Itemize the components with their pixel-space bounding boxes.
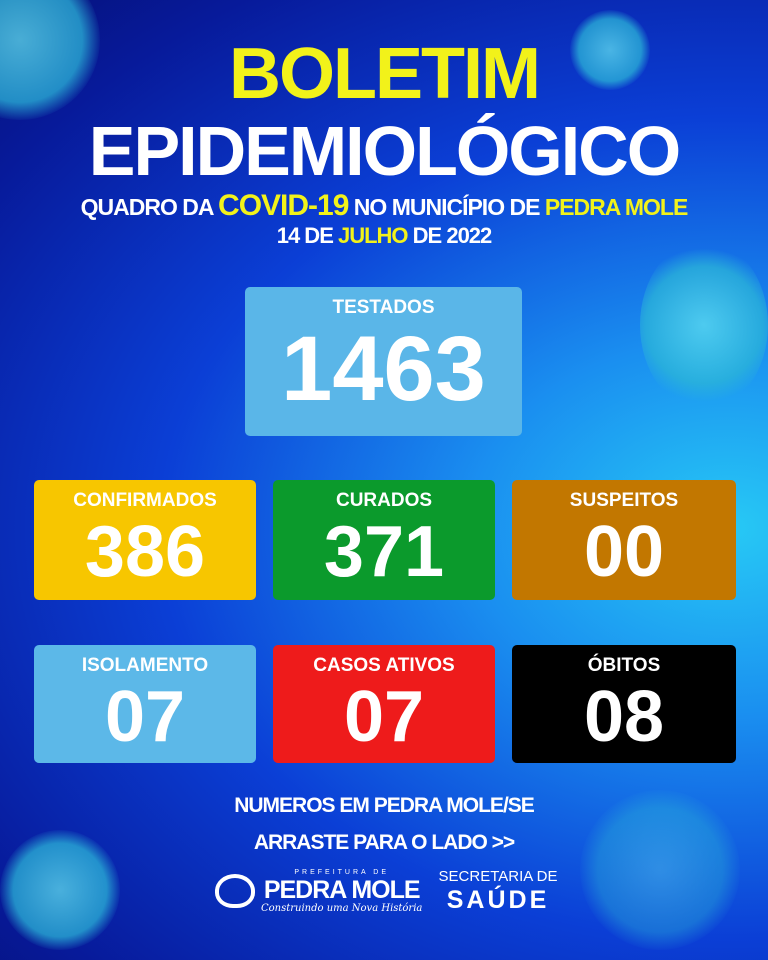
logo-top: PREFEITURA DE (294, 868, 389, 876)
footer-line1: NUMEROS EM PEDRA MOLE/SE (234, 794, 535, 817)
date-year: DE 2022 (407, 223, 493, 248)
footer-swipe-hint: ARRASTE PARA O LADO >> (253, 831, 515, 854)
stat-casos-ativos: CASOS ATIVOS 07 (273, 645, 495, 763)
subtitle-text: QUADRO DA (80, 194, 219, 220)
logo-tagline: Construindo uma Nova História (261, 902, 423, 914)
logo-name: PEDRA MOLE (263, 875, 421, 904)
stat-isolamento: ISOLAMENTO 07 (34, 645, 256, 763)
heart-people-icon (215, 874, 255, 908)
stat-label: ISOLAMENTO (81, 655, 209, 676)
stat-value: 08 (583, 677, 665, 757)
virus-decoration (0, 830, 120, 950)
stat-obitos: ÓBITOS 08 (512, 645, 736, 763)
virus-decoration (580, 790, 740, 950)
title-epidemiologico: EPIDEMIOLÓGICO (88, 112, 681, 190)
date: 14 DE JULHO DE 2022 (0, 223, 768, 249)
virus-decoration (640, 240, 768, 410)
subtitle-city: PEDRA MOLE (544, 194, 688, 220)
stat-value: 07 (343, 677, 425, 757)
secretaria-line2: SAÚDE (446, 886, 550, 914)
stat-value: 386 (84, 512, 206, 592)
stat-label: ÓBITOS (587, 655, 661, 676)
stat-value: 07 (104, 677, 186, 757)
stat-label: TESTADOS (332, 297, 435, 318)
title-boletim: BOLETIM (229, 34, 541, 114)
date-month: JULHO (337, 223, 409, 248)
subtitle: QUADRO DA COVID-19 NO MUNICÍPIO DE PEDRA… (0, 190, 768, 223)
date-day: 14 DE (276, 223, 338, 248)
stat-label: CONFIRMADOS (73, 490, 217, 511)
stat-confirmados: CONFIRMADOS 386 (34, 480, 256, 600)
subtitle-covid: COVID-19 (218, 189, 349, 222)
stat-label: SUSPEITOS (569, 490, 679, 511)
subtitle-text: NO MUNICÍPIO DE (348, 194, 545, 220)
stat-testados: TESTADOS 1463 (245, 287, 522, 436)
secretaria-logo: SECRETARIA DE SAÚDE (438, 868, 558, 914)
stat-value: 1463 (281, 318, 486, 420)
stat-label: CASOS ATIVOS (313, 655, 455, 676)
stat-curados: CURADOS 371 (273, 480, 495, 600)
stat-value: 00 (583, 512, 665, 592)
secretaria-line1: SECRETARIA DE (438, 868, 558, 885)
stat-value: 371 (323, 512, 445, 592)
prefeitura-logo: PREFEITURA DE PEDRA MOLE Construindo uma… (215, 866, 422, 916)
stat-label: CURADOS (335, 490, 433, 511)
virus-decoration (570, 10, 650, 90)
stat-suspeitos: SUSPEITOS 00 (512, 480, 736, 600)
